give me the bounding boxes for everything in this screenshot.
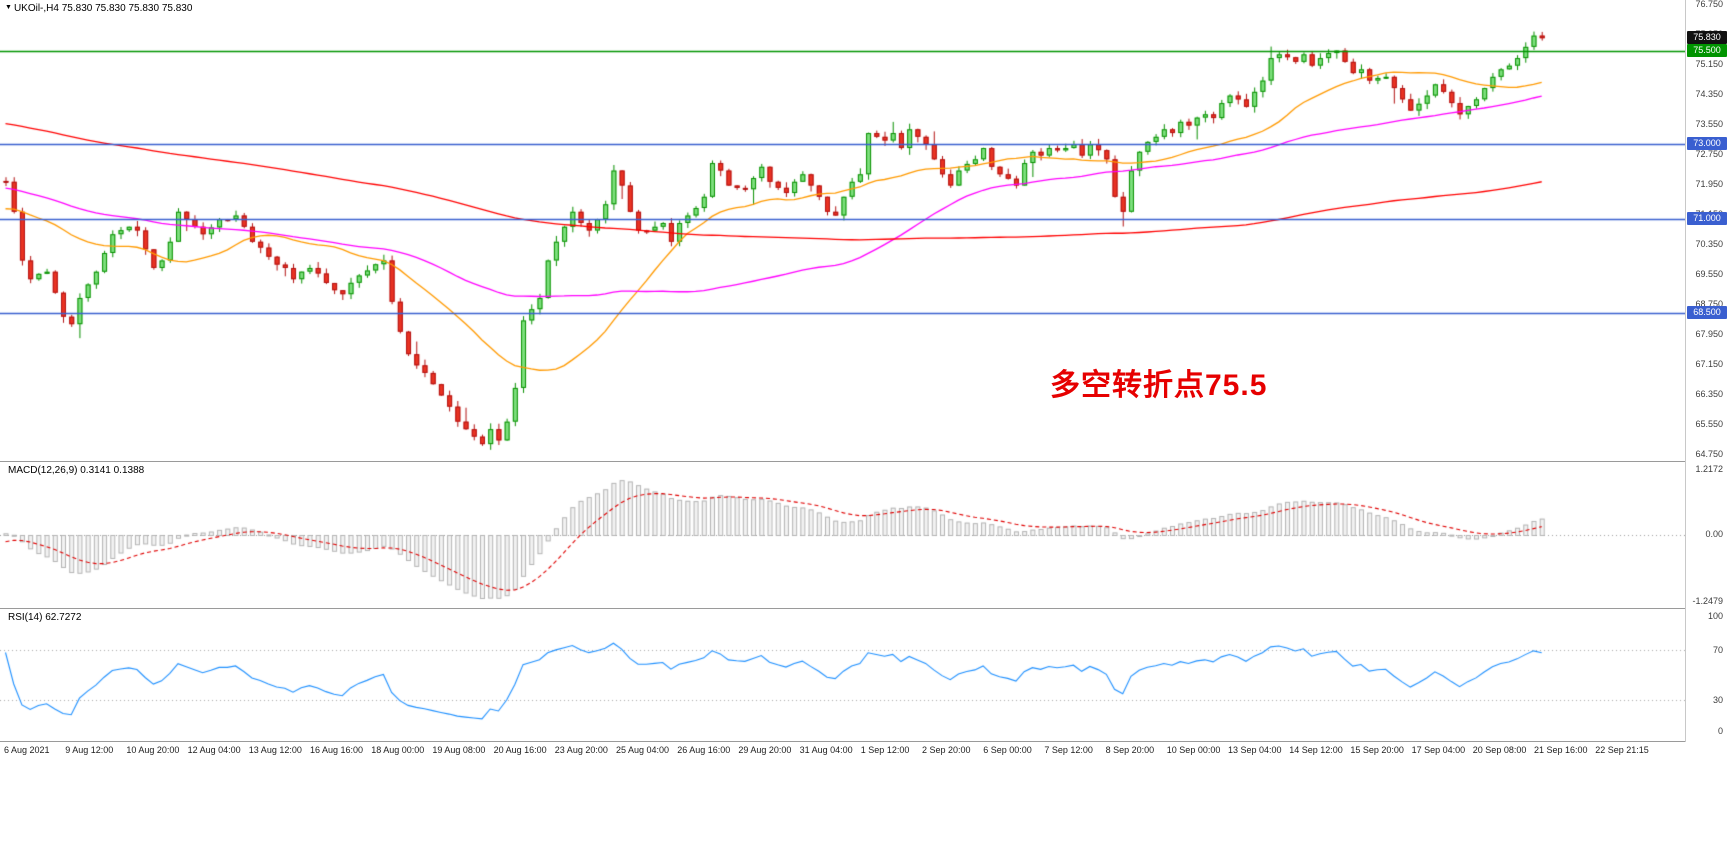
time-axis-label: 10 Sep 00:00 (1166, 745, 1221, 755)
chart-corner-icon: ▼ (5, 4, 12, 11)
time-axis-label: 6 Aug 2021 (4, 745, 50, 755)
price-tick-label: 74.350 (1695, 88, 1723, 99)
panel-separator[interactable] (0, 461, 1727, 462)
rsi-indicator-label: RSI(14) 62.7272 (8, 612, 82, 623)
time-axis-label: 14 Sep 12:00 (1289, 745, 1343, 755)
price-tick-label: 67.950 (1695, 328, 1723, 339)
price-scale[interactable]: 76.75075.95075.15074.35073.55072.75071.9… (1685, 0, 1727, 762)
price-marker: 71.000 (1687, 212, 1727, 226)
macd-canvas[interactable] (0, 462, 1727, 608)
price-tick-label: 65.550 (1695, 418, 1723, 429)
macd-indicator-label: MACD(12,26,9) 0.3141 0.1388 (8, 465, 145, 476)
macd-axis-label: 0.00 (1705, 529, 1723, 539)
chart-title: ▼ UKOil-,H4 75.830 75.830 75.830 75.830 (5, 3, 192, 14)
price-tick-label: 72.750 (1695, 148, 1723, 159)
time-axis-label: 15 Sep 20:00 (1350, 745, 1404, 755)
price-marker: 75.830 (1687, 31, 1727, 45)
time-axis-label: 10 Aug 20:00 (126, 745, 180, 755)
time-axis-label: 12 Aug 04:00 (187, 745, 241, 755)
time-axis-label: 25 Aug 04:00 (616, 745, 670, 755)
price-tick-label: 71.950 (1695, 178, 1723, 189)
time-axis-label: 1 Sep 12:00 (860, 745, 910, 755)
time-axis-label: 22 Sep 21:15 (1595, 745, 1649, 755)
time-axis-label: 13 Sep 04:00 (1228, 745, 1282, 755)
time-axis-label: 16 Aug 16:00 (310, 745, 364, 755)
time-axis-label: 7 Sep 12:00 (1044, 745, 1093, 755)
price-tick-label: 68.750 (1695, 298, 1723, 309)
panel-separator (0, 741, 1727, 742)
rsi-axis-label: 100 (1707, 611, 1723, 621)
chart-ohlc-values: 75.830 75.830 75.830 75.830 (61, 3, 193, 14)
time-axis-label: 31 Aug 04:00 (799, 745, 853, 755)
price-tick-label: 64.750 (1695, 448, 1723, 459)
rsi-canvas[interactable] (0, 609, 1727, 741)
price-tick-label: 75.150 (1695, 58, 1723, 69)
rsi-axis-label: 30 (1712, 694, 1723, 705)
price-tick-label: 70.350 (1695, 238, 1723, 249)
price-tick-label: 69.550 (1695, 268, 1723, 279)
price-marker: 75.500 (1687, 43, 1727, 57)
time-axis-label: 21 Sep 16:00 (1534, 745, 1588, 755)
time-axis-label: 9 Aug 12:00 (65, 745, 114, 755)
time-axis-label: 17 Sep 04:00 (1411, 745, 1466, 755)
price-tick-label: 66.350 (1695, 388, 1723, 399)
price-tick-label: 67.150 (1695, 358, 1723, 369)
main-chart-canvas[interactable] (0, 0, 1727, 461)
time-axis-label: 8 Sep 20:00 (1105, 745, 1155, 755)
time-axis-label: 20 Sep 08:00 (1472, 745, 1527, 755)
time-axis-label: 29 Aug 20:00 (738, 745, 792, 755)
rsi-axis-label: 0 (1717, 726, 1723, 736)
time-axis-label: 13 Aug 12:00 (248, 745, 302, 755)
macd-axis-label: 1.2172 (1695, 464, 1723, 474)
macd-axis-label: -1.2479 (1692, 596, 1723, 606)
time-axis-label: 26 Aug 16:00 (677, 745, 731, 755)
time-axis-label: 2 Sep 20:00 (922, 745, 971, 755)
panel-separator[interactable] (0, 608, 1727, 609)
time-axis-label: 23 Aug 20:00 (554, 745, 608, 755)
time-axis-label: 6 Sep 00:00 (983, 745, 1032, 755)
time-axis-label: 18 Aug 00:00 (371, 745, 425, 755)
chart-annotation: 多空转折点75.5 (1050, 369, 1268, 402)
time-axis-label: 20 Aug 16:00 (493, 745, 547, 755)
price-marker: 73.000 (1687, 137, 1727, 151)
price-marker: 68.500 (1687, 305, 1727, 319)
time-axis[interactable]: 6 Aug 2021 9 Aug 12:00 10 Aug 20:00 12 Aug … (0, 742, 1727, 762)
chart-symbol-timeframe: UKOil-,H4 (13, 3, 59, 14)
rsi-axis-label: 70 (1712, 645, 1723, 656)
price-tick-label: 76.750 (1695, 0, 1723, 9)
time-axis-label: 19 Aug 08:00 (432, 745, 486, 755)
price-tick-label: 73.550 (1695, 118, 1723, 129)
